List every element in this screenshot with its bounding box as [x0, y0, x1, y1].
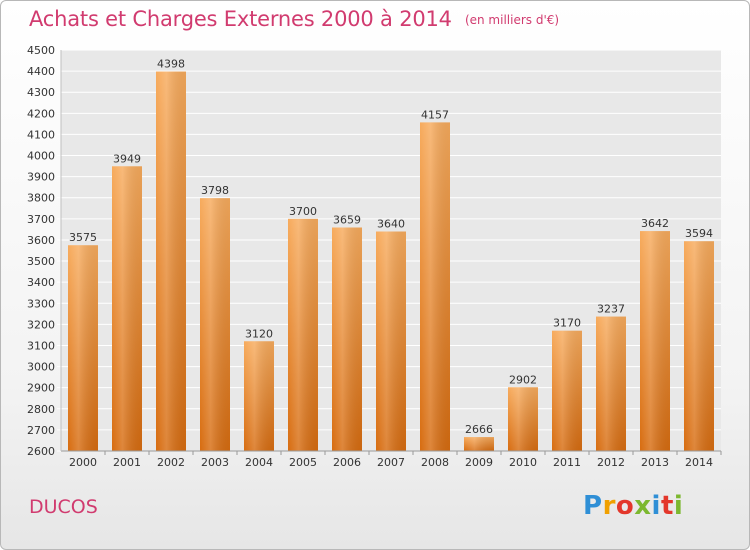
bar-shine — [200, 198, 230, 451]
x-tick-label: 2008 — [421, 456, 449, 469]
y-tick-label: 3200 — [27, 318, 55, 331]
data-label: 3594 — [685, 227, 713, 240]
x-tick-label: 2002 — [157, 456, 185, 469]
y-tick-label: 3400 — [27, 276, 55, 289]
data-label: 3642 — [641, 217, 669, 230]
x-tick-label: 2011 — [553, 456, 581, 469]
bar-shine — [244, 341, 274, 451]
logo-letter: i — [651, 491, 661, 521]
y-tick-label: 3900 — [27, 171, 55, 184]
y-tick-label: 4400 — [27, 65, 55, 78]
data-label: 4157 — [421, 108, 449, 121]
y-tick-label: 2600 — [27, 445, 55, 458]
x-tick-label: 2009 — [465, 456, 493, 469]
chart-unit-label: (en milliers d'€) — [464, 13, 560, 27]
y-tick-label: 2900 — [27, 382, 55, 395]
data-label: 2902 — [509, 373, 537, 386]
x-tick-label: 2005 — [289, 456, 317, 469]
x-tick-label: 2013 — [641, 456, 669, 469]
data-label: 3170 — [553, 317, 581, 330]
x-tick-label: 2003 — [201, 456, 229, 469]
bar-shine — [68, 245, 98, 451]
logo-letter: r — [602, 491, 616, 521]
logo-letter: P — [583, 491, 603, 521]
x-tick-label: 2007 — [377, 456, 405, 469]
commune-name: DUCOS — [29, 496, 98, 518]
y-tick-label: 4300 — [27, 86, 55, 99]
bar-shine — [156, 71, 186, 451]
y-tick-label: 3300 — [27, 297, 55, 310]
y-tick-label: 3100 — [27, 339, 55, 352]
data-label: 3798 — [201, 184, 229, 197]
data-label: 3575 — [69, 231, 97, 244]
data-label: 3700 — [289, 205, 317, 218]
chart-title: Achats et Charges Externes 2000 à 2014 — [29, 7, 452, 31]
x-tick-label: 2004 — [245, 456, 273, 469]
data-label: 4398 — [157, 58, 185, 71]
x-tick-label: 2001 — [113, 456, 141, 469]
bar-shine — [288, 218, 318, 451]
x-tick-label: 2006 — [333, 456, 361, 469]
bar-chart: 2600 2700 2800 2900 3000 3100 3200 3300 3400 3500… — [27, 44, 722, 469]
bar-shine — [420, 122, 450, 451]
bar-shine — [464, 437, 494, 451]
bar-shine — [596, 316, 626, 451]
y-tick-label: 4000 — [27, 150, 55, 163]
y-tick-label: 3700 — [27, 213, 55, 226]
y-tick-label: 3600 — [27, 234, 55, 247]
y-tick-label: 4100 — [27, 128, 55, 141]
data-label: 3640 — [377, 218, 405, 231]
x-tick-label: 2000 — [69, 456, 97, 469]
chart-title-row: Achats et Charges Externes 2000 à 2014 (… — [29, 7, 559, 31]
bar-shine — [640, 231, 670, 451]
bar-shine — [684, 241, 714, 451]
data-label: 3120 — [245, 327, 273, 340]
bar-shine — [552, 330, 582, 451]
logo-letter: o — [615, 491, 635, 521]
bar-shine — [112, 166, 142, 452]
y-tick-label: 2700 — [27, 424, 55, 437]
data-label: 2666 — [465, 423, 493, 436]
y-tick-label: 4500 — [27, 44, 55, 57]
bar-shine — [332, 227, 362, 451]
y-tick-label: 2800 — [27, 403, 55, 416]
proxiti-logo: Proxiti — [583, 491, 683, 521]
x-tick-label: 2010 — [509, 456, 537, 469]
data-label: 3659 — [333, 213, 361, 226]
x-tick-label: 2012 — [597, 456, 625, 469]
logo-letter: t — [660, 491, 674, 521]
x-tick-label: 2014 — [685, 456, 713, 469]
y-tick-label: 3500 — [27, 255, 55, 268]
y-tick-label: 3000 — [27, 361, 55, 374]
y-tick-label: 4200 — [27, 107, 55, 120]
bar-shine — [376, 231, 406, 451]
bar-shine — [508, 387, 538, 451]
y-tick-label: 3800 — [27, 192, 55, 205]
data-label: 3949 — [113, 152, 141, 165]
logo-letter: i — [673, 491, 684, 521]
logo-letter: x — [634, 491, 652, 521]
data-label: 3237 — [597, 303, 625, 316]
